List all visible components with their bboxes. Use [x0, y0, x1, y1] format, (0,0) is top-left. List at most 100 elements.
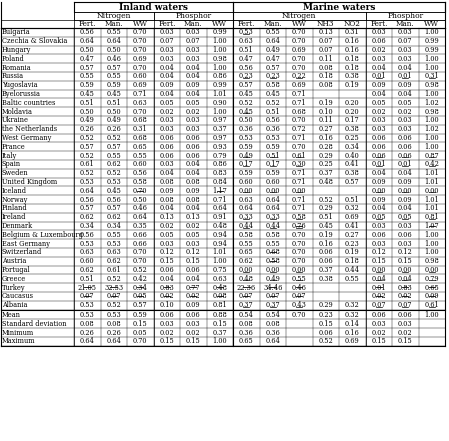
Text: 0.45: 0.45 — [239, 90, 254, 98]
Text: 0.58: 0.58 — [265, 257, 280, 265]
Text: Austria: Austria — [2, 257, 26, 265]
Text: 0.02: 0.02 — [371, 292, 386, 300]
Text: 0.76: 0.76 — [292, 222, 307, 230]
Text: 0.16: 0.16 — [345, 37, 360, 45]
Text: 0.93: 0.93 — [212, 143, 227, 151]
Text: 0.05: 0.05 — [398, 213, 413, 221]
Text: 0.84: 0.84 — [212, 178, 227, 186]
Text: 0.56: 0.56 — [80, 196, 95, 204]
Text: 0.10: 0.10 — [318, 108, 333, 116]
Text: 0.38: 0.38 — [318, 275, 333, 283]
Text: 0.59: 0.59 — [265, 143, 280, 151]
Text: 0.63: 0.63 — [239, 37, 254, 45]
Text: 1.00: 1.00 — [424, 134, 439, 142]
Text: 0.28: 0.28 — [318, 143, 333, 151]
Text: 0.00: 0.00 — [398, 187, 413, 195]
Text: 0.06: 0.06 — [398, 231, 413, 239]
Text: 0.70: 0.70 — [292, 239, 307, 247]
Text: 0.58: 0.58 — [292, 213, 307, 221]
Text: 0.03: 0.03 — [371, 320, 386, 328]
Text: 0.04: 0.04 — [186, 204, 201, 213]
Text: 0.31: 0.31 — [133, 125, 148, 133]
Text: 0.71: 0.71 — [292, 204, 307, 213]
Text: 0.55: 0.55 — [345, 275, 360, 283]
Text: 0.03: 0.03 — [159, 239, 174, 247]
Text: 1.00: 1.00 — [424, 116, 439, 124]
Text: 0.63: 0.63 — [212, 275, 227, 283]
Text: 0.64: 0.64 — [265, 337, 280, 345]
Text: 0.03: 0.03 — [398, 239, 413, 247]
Text: 0.04: 0.04 — [186, 161, 201, 168]
Text: Italy: Italy — [2, 152, 17, 160]
Text: 0.64: 0.64 — [265, 37, 280, 45]
Text: 0.64: 0.64 — [265, 196, 280, 204]
Text: Inland waters: Inland waters — [119, 3, 188, 11]
Text: 0.02: 0.02 — [186, 329, 201, 336]
Text: 0.70: 0.70 — [292, 37, 307, 45]
Text: 0.27: 0.27 — [345, 231, 360, 239]
Text: 0.53: 0.53 — [239, 28, 254, 37]
Text: 0.16: 0.16 — [318, 134, 333, 142]
Text: 0.32: 0.32 — [345, 311, 360, 319]
Text: 0.09: 0.09 — [398, 178, 413, 186]
Text: 0.14: 0.14 — [345, 320, 360, 328]
Text: 0.69: 0.69 — [292, 81, 307, 89]
Text: 0.37: 0.37 — [212, 125, 227, 133]
Text: 0.01: 0.01 — [371, 161, 386, 168]
Text: Nitrogen: Nitrogen — [97, 12, 131, 20]
Text: 0.00: 0.00 — [292, 266, 307, 274]
Text: 0.88: 0.88 — [212, 311, 227, 319]
Text: 0.04: 0.04 — [186, 72, 201, 80]
Text: 0.03: 0.03 — [186, 46, 201, 54]
Text: 0.86: 0.86 — [212, 161, 227, 168]
Text: Fert.: Fert. — [238, 20, 255, 28]
Text: France: France — [2, 143, 26, 151]
Text: 0.03: 0.03 — [371, 125, 386, 133]
Text: 0.64: 0.64 — [212, 204, 227, 213]
Text: 0.08: 0.08 — [159, 178, 174, 186]
Text: Turkey: Turkey — [2, 284, 26, 292]
Text: 0.70: 0.70 — [133, 37, 148, 45]
Text: 0.70: 0.70 — [133, 28, 148, 37]
Text: 0.06: 0.06 — [371, 311, 386, 319]
Text: 0.51: 0.51 — [80, 99, 95, 107]
Text: 0.52: 0.52 — [80, 134, 95, 142]
Text: 0.00: 0.00 — [265, 266, 280, 274]
Text: 1.00: 1.00 — [424, 239, 439, 247]
Text: 1.00: 1.00 — [424, 311, 439, 319]
Text: 1.00: 1.00 — [424, 143, 439, 151]
Text: 0.91: 0.91 — [212, 213, 227, 221]
Text: 0.45: 0.45 — [106, 187, 121, 195]
Text: 0.09: 0.09 — [159, 187, 174, 195]
Text: 0.03: 0.03 — [371, 116, 386, 124]
Text: Belgium & Luxembourg: Belgium & Luxembourg — [2, 231, 83, 239]
Text: Minimum: Minimum — [2, 329, 34, 336]
Text: 0.02: 0.02 — [186, 292, 201, 300]
Text: 0.70: 0.70 — [292, 248, 307, 256]
Text: 0.71: 0.71 — [292, 178, 307, 186]
Text: 0.08: 0.08 — [106, 320, 121, 328]
Text: 0.30: 0.30 — [292, 161, 307, 168]
Text: 0.71: 0.71 — [133, 90, 148, 98]
Text: 0.68: 0.68 — [265, 248, 280, 256]
Text: 0.03: 0.03 — [159, 28, 174, 37]
Text: 0.69: 0.69 — [133, 55, 148, 63]
Text: 0.44: 0.44 — [345, 266, 360, 274]
Text: 0.83: 0.83 — [398, 284, 413, 292]
Text: Ireland: Ireland — [2, 213, 26, 221]
Text: 0.04: 0.04 — [186, 275, 201, 283]
Text: 0.57: 0.57 — [80, 143, 95, 151]
Text: 0.56: 0.56 — [80, 28, 95, 37]
Text: 0.44: 0.44 — [239, 222, 254, 230]
Text: Switzerland: Switzerland — [2, 248, 42, 256]
Text: 0.29: 0.29 — [318, 204, 333, 213]
Text: 0.71: 0.71 — [292, 196, 307, 204]
Text: 0.60: 0.60 — [239, 178, 254, 186]
Text: 0.70: 0.70 — [133, 337, 148, 345]
Text: Greece: Greece — [2, 275, 26, 283]
Text: 0.03: 0.03 — [398, 28, 413, 37]
Text: 0.51: 0.51 — [80, 275, 95, 283]
Text: 0.00: 0.00 — [371, 187, 386, 195]
Text: 0.60: 0.60 — [133, 72, 148, 80]
Text: 0.03: 0.03 — [186, 239, 201, 247]
